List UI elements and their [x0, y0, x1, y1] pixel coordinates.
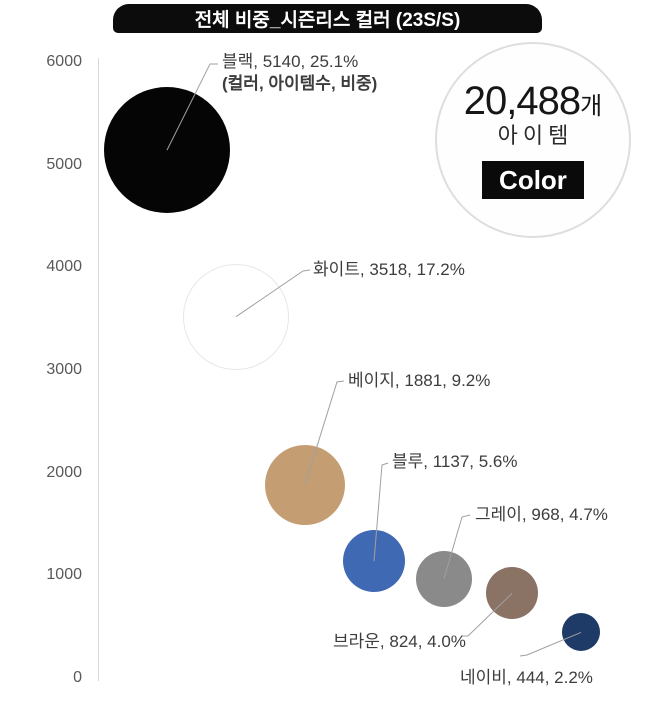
total-items-count-row: 20,488 개 — [464, 81, 602, 121]
chart-title: 전체 비중_시즌리스 컬러 (23S/S) — [194, 10, 461, 31]
bubble-label-blue: 블루, 1137, 5.6% — [392, 451, 518, 471]
bubble-label-white: 화이트, 3518, 17.2% — [313, 259, 465, 279]
bubble-blue — [343, 530, 405, 593]
total-items-unit: 개 — [580, 92, 603, 120]
y-axis-tick-label: 6000 — [46, 52, 82, 70]
chart-title-bar: 전체 비중_시즌리스 컬러 (23S/S) — [113, 4, 542, 33]
total-items-count: 20,488 — [463, 78, 581, 123]
bubble-white — [183, 263, 289, 370]
y-axis-tick-label: 5000 — [46, 155, 82, 173]
y-axis-tick-label: 1000 — [46, 566, 82, 584]
bubble-beige — [265, 444, 345, 525]
y-axis-tick-label: 2000 — [46, 463, 82, 481]
bubble-gray — [416, 550, 472, 607]
y-axis-tick-label: 3000 — [46, 360, 82, 378]
bubble-black — [104, 87, 230, 214]
bubble-navy — [562, 613, 600, 652]
color-tag: Color — [482, 161, 584, 200]
bubble-label-note: (컬러, 아이템수, 비중) — [222, 73, 378, 93]
bubble-label-gray: 그레이, 968, 4.7% — [475, 504, 608, 524]
y-axis-tick-label: 0 — [73, 669, 82, 686]
bubble-label-black: 블랙, 5140, 25.1% — [222, 51, 359, 71]
total-items-label: 아이템 — [497, 122, 574, 148]
y-axis-tick-label: 4000 — [46, 258, 82, 276]
bubble-brown — [486, 567, 538, 620]
bubble-label-navy: 네이비, 444, 2.2% — [460, 667, 593, 687]
bubble-label-brown: 브라운, 824, 4.0% — [333, 631, 466, 651]
bubble-label-beige: 베이지, 1881, 9.2% — [348, 370, 491, 390]
total-items-badge: 20,488 개 아이템 Color — [435, 42, 631, 238]
y-axis-line — [98, 58, 99, 681]
